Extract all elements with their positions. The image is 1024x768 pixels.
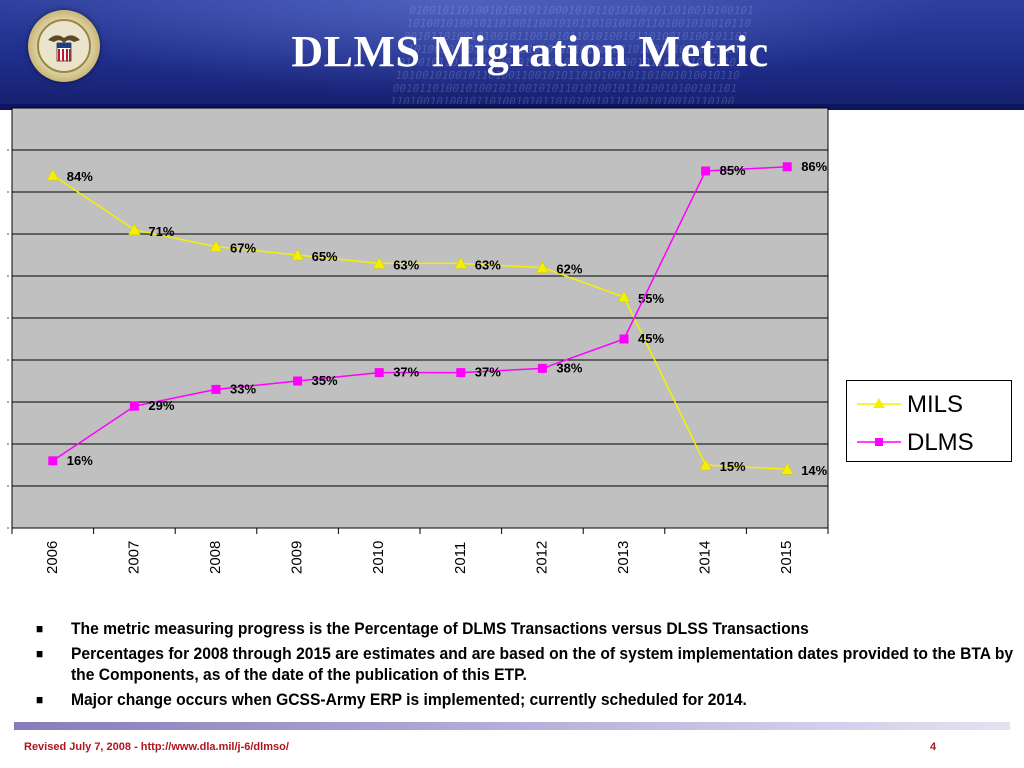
legend-mils-marker-icon (857, 398, 901, 408)
footer-revision-text: Revised July 7, 2008 - http://www.dla.mi… (24, 741, 289, 753)
chart-legend: MILS DLMS (846, 380, 1012, 462)
x-tick-label: 2006 (44, 541, 61, 574)
slide-header: 0100101101001010010110001010110101001011… (0, 0, 1024, 110)
data-label-mils: 62% (556, 262, 582, 277)
legend-item-mils: MILS (855, 389, 1005, 419)
x-tick-label: 2012 (533, 541, 550, 574)
data-point-mils (535, 261, 549, 273)
data-label-dlms: 29% (148, 398, 174, 413)
x-tick-label: 2013 (615, 541, 632, 574)
footer-divider (14, 722, 1010, 730)
data-label-mils: 15% (720, 459, 746, 474)
x-tick-label: 2015 (778, 541, 795, 574)
note-text: The metric measuring progress is the Per… (70, 619, 809, 638)
data-point-dlms (701, 166, 711, 176)
data-point-dlms (48, 456, 58, 466)
data-label-mils: 63% (475, 257, 501, 272)
x-tick-label: 2014 (697, 541, 714, 574)
dod-seal-icon (28, 10, 100, 82)
legend-label-dlms: DLMS (907, 429, 974, 456)
data-label-mils: 84% (67, 169, 93, 184)
note-text: Percentages for 2008 through 2015 are es… (70, 644, 1014, 684)
data-point-mils (209, 240, 223, 252)
legend-label-mils: MILS (907, 391, 964, 418)
data-point-mils (780, 462, 794, 475)
series-line-dlms (52, 166, 788, 462)
data-point-mils (46, 168, 60, 181)
bullet-square-icon: ■ (36, 621, 44, 636)
data-point-mils (617, 290, 631, 303)
data-label-dlms: 33% (230, 381, 256, 396)
data-point-mils (454, 256, 468, 269)
data-label-dlms: 38% (556, 360, 582, 375)
data-label-mils: 14% (801, 463, 827, 478)
x-tick-label: 2010 (370, 541, 387, 574)
page-number: 4 (930, 741, 937, 753)
data-point-mils (372, 256, 386, 269)
data-label-dlms: 37% (393, 365, 419, 380)
data-label-mils: 71% (148, 224, 174, 239)
bullet-square-icon: ■ (36, 646, 44, 661)
data-point-dlms (293, 376, 303, 386)
data-point-dlms (456, 368, 466, 378)
x-tick-label: 2011 (452, 542, 469, 574)
data-label-dlms: 16% (67, 453, 93, 468)
data-label-mils: 63% (393, 257, 419, 272)
note-item: ■ The metric measuring progress is the Pe… (36, 618, 1024, 639)
legend-item-dlms: DLMS (855, 427, 1005, 457)
notes-list: ■ The metric measuring progress is the Pe… (36, 618, 1013, 714)
data-label-dlms: 86% (801, 159, 827, 174)
line-chart: 2006 2007 2008 2009 2010 2011 2012 2013 2014 2015… (0, 105, 1024, 585)
data-point-dlms (129, 401, 139, 411)
series-line-mils (52, 174, 788, 470)
note-item: ■ Percentages for 2008 through 2015 are e… (36, 643, 1024, 685)
note-item: ■ Major change occurs when GCSS-Army ERP … (36, 689, 1024, 710)
data-label-dlms: 37% (475, 365, 501, 380)
legend-dlms-marker-icon (857, 438, 901, 446)
data-label-mils: 55% (638, 291, 664, 306)
data-label-dlms: 85% (720, 163, 746, 178)
header-underline (0, 104, 1024, 110)
header-glow (0, 0, 1024, 110)
x-tick-label: 2008 (207, 541, 224, 574)
data-point-mils (127, 223, 141, 236)
data-point-dlms (374, 368, 384, 378)
chart-svg: 2006 2007 2008 2009 2010 2011 2012 2013 2014 2015… (7, 107, 829, 574)
data-point-dlms (537, 363, 547, 373)
data-label-mils: 67% (230, 241, 256, 256)
data-label-dlms: 45% (638, 331, 664, 346)
data-label-mils: 65% (312, 249, 338, 264)
data-point-mils (699, 458, 713, 471)
data-point-dlms (782, 162, 792, 172)
bullet-square-icon: ■ (36, 692, 44, 707)
x-tick-label: 2007 (125, 541, 142, 574)
data-point-dlms (211, 384, 221, 394)
page-title: DLMS Migration Metric (291, 27, 769, 76)
x-tick-label: 2009 (289, 541, 306, 574)
note-text: Major change occurs when GCSS-Army ERP i… (70, 690, 747, 709)
data-label-dlms: 35% (312, 373, 338, 388)
data-point-dlms (619, 334, 629, 344)
data-point-mils (291, 248, 305, 261)
